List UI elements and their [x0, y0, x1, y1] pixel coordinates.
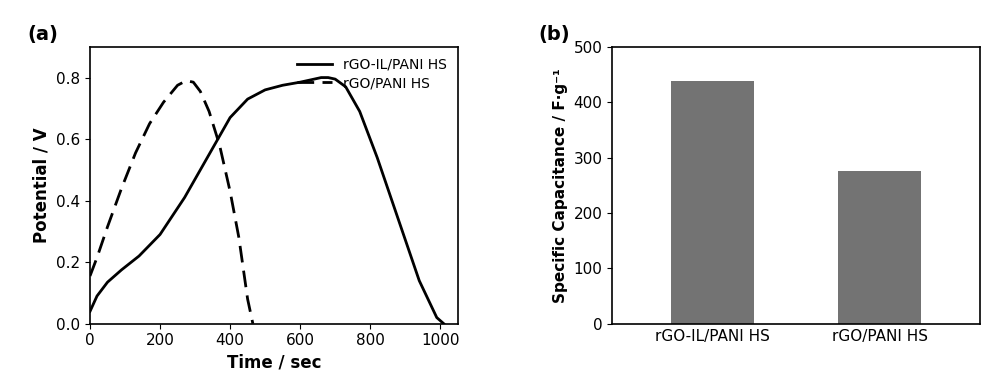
rGO/PANI HS — [172, 83, 184, 88]
rGO/PANI HS — [116, 186, 128, 191]
rGO-IL/PANI HS — [354, 109, 366, 114]
rGO/PANI HS — [187, 80, 199, 85]
rGO-IL/PANI HS — [315, 75, 327, 80]
rGO/PANI HS — [84, 274, 96, 278]
rGO/PANI HS — [180, 78, 192, 83]
rGO-IL/PANI HS — [294, 80, 306, 85]
rGO-IL/PANI HS — [329, 77, 341, 82]
rGO-IL/PANI HS — [179, 195, 191, 200]
rGO/PANI HS — [242, 297, 254, 301]
rGO/PANI HS — [203, 109, 215, 114]
rGO/PANI HS — [158, 100, 170, 105]
rGO/PANI HS — [144, 121, 156, 126]
rGO-IL/PANI HS — [84, 309, 96, 314]
Text: (b): (b) — [539, 25, 570, 44]
Bar — [838, 172, 921, 324]
rGO-IL/PANI HS — [308, 77, 320, 82]
rGO-IL/PANI HS — [392, 217, 404, 222]
rGO/PANI HS — [233, 235, 245, 240]
rGO/PANI HS — [102, 225, 114, 229]
X-axis label: Time / sec: Time / sec — [227, 354, 321, 372]
rGO-IL/PANI HS — [102, 280, 114, 285]
Legend: rGO-IL/PANI HS, rGO/PANI HS: rGO-IL/PANI HS, rGO/PANI HS — [293, 54, 451, 94]
rGO-IL/PANI HS — [203, 152, 215, 157]
rGO-IL/PANI HS — [154, 232, 166, 237]
rGO-IL/PANI HS — [259, 87, 271, 92]
Bar — [671, 81, 754, 324]
rGO/PANI HS — [130, 151, 142, 155]
rGO/PANI HS — [224, 189, 236, 194]
rGO-IL/PANI HS — [224, 115, 236, 120]
Line: rGO/PANI HS: rGO/PANI HS — [90, 81, 253, 324]
rGO-IL/PANI HS — [413, 278, 425, 283]
rGO-IL/PANI HS — [431, 315, 443, 320]
rGO-IL/PANI HS — [133, 254, 145, 258]
rGO-IL/PANI HS — [91, 294, 103, 298]
rGO-IL/PANI HS — [322, 75, 334, 80]
rGO/PANI HS — [91, 255, 103, 260]
Y-axis label: Potential / V: Potential / V — [32, 128, 50, 243]
Text: (a): (a) — [27, 25, 58, 44]
Y-axis label: Specific Capacitance / F·g⁻¹: Specific Capacitance / F·g⁻¹ — [553, 68, 568, 303]
rGO-IL/PANI HS — [242, 97, 254, 101]
rGO-IL/PANI HS — [371, 155, 383, 160]
rGO-IL/PANI HS — [116, 268, 128, 272]
rGO/PANI HS — [194, 89, 206, 94]
rGO-IL/PANI HS — [277, 83, 289, 88]
rGO-IL/PANI HS — [340, 85, 352, 89]
rGO/PANI HS — [214, 143, 226, 147]
rGO/PANI HS — [247, 321, 259, 326]
Line: rGO-IL/PANI HS: rGO-IL/PANI HS — [90, 78, 444, 324]
rGO-IL/PANI HS — [438, 321, 450, 326]
